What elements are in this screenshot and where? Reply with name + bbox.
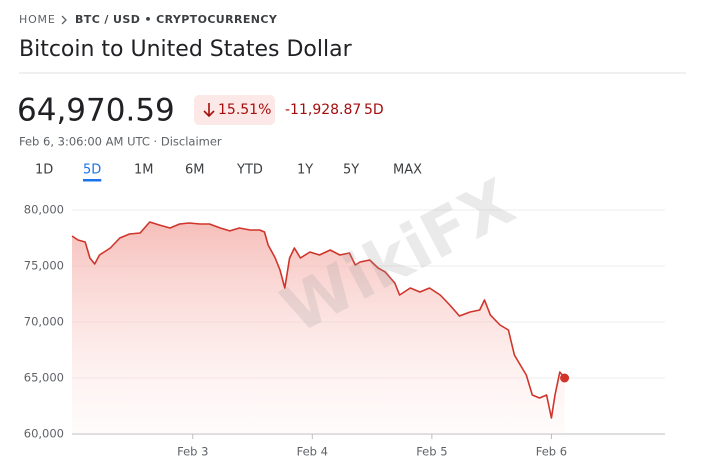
area-fill (72, 222, 565, 434)
y-tick-label: 70,000 (24, 315, 64, 329)
y-tick-label: 75,000 (24, 259, 64, 273)
breadcrumb-chevron (61, 15, 67, 25)
price-line (71, 221, 566, 419)
range-tabs: 1D 5D 1M 6M YTD 1Y 5Y MAX (35, 163, 422, 182)
x-tick-label: Feb 6 (536, 445, 567, 459)
range-tab[interactable]: MAX (393, 163, 422, 178)
range-tab[interactable]: 6M (185, 163, 205, 178)
range-tab[interactable]: 5Y (343, 163, 359, 178)
tab-underline (83, 179, 102, 182)
chart: 60,000 65,000 70,000 75,000 80,000 Feb 3 Feb 4… (24, 203, 665, 459)
y-tick-label: 65,000 (24, 371, 64, 385)
change-percent: 15.51% (218, 102, 271, 118)
price: 64,970.59 (17, 93, 175, 129)
y-tick-label: 80,000 (24, 203, 64, 217)
x-tick-label: Feb 3 (177, 445, 208, 459)
x-tick-label: Feb 5 (416, 445, 447, 459)
timestamp: Feb 6, 3:06:00 AM UTC · Disclaimer (19, 135, 222, 149)
down-arrow (203, 103, 215, 118)
last-point (560, 373, 570, 383)
range-tab[interactable]: YTD (236, 163, 263, 178)
range-tab[interactable]: 1D (35, 163, 53, 178)
change-badge (194, 95, 275, 125)
x-tick-label: Feb 4 (297, 445, 328, 459)
breadcrumb-current: BTC / USD • CRYPTOCURRENCY (75, 13, 278, 26)
range-tab[interactable]: 1Y (297, 163, 313, 178)
range-tab[interactable]: 1M (134, 163, 154, 178)
range-tab[interactable]: 5D (83, 163, 101, 178)
y-tick-label: 60,000 (24, 427, 64, 441)
change-period: 5D (364, 102, 384, 118)
page-title: Bitcoin to United States Dollar (19, 37, 353, 62)
change-amount: -11,928.87 (285, 102, 361, 118)
breadcrumb-home[interactable]: HOME (19, 13, 56, 26)
